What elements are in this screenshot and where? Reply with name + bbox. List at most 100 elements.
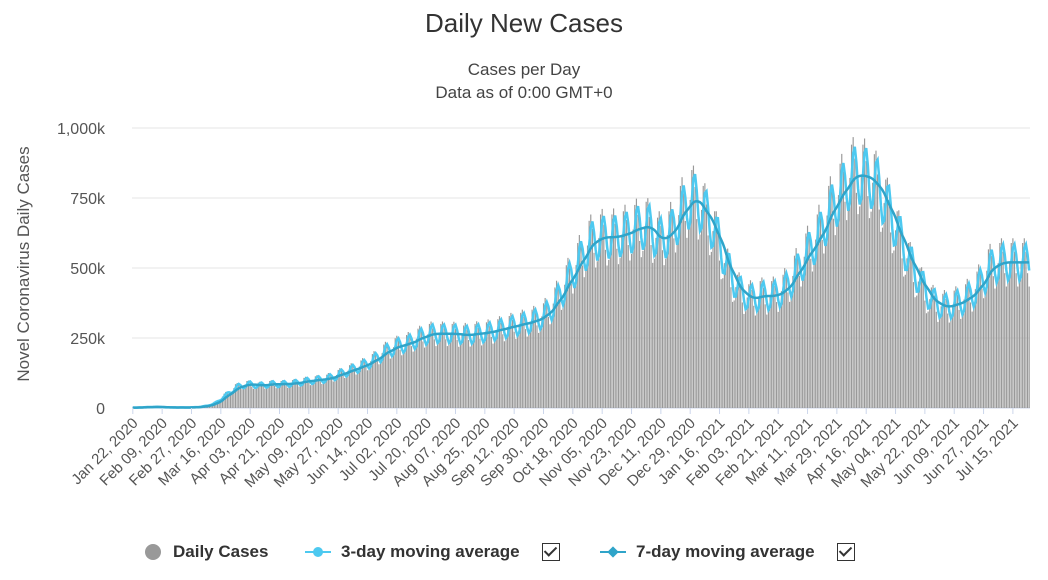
bar xyxy=(243,388,245,408)
legend-label-daily-cases: Daily Cases xyxy=(173,542,269,561)
bar xyxy=(911,258,913,408)
bar xyxy=(410,346,413,408)
bar xyxy=(857,214,859,408)
checkbox-7-day-average[interactable] xyxy=(836,543,855,561)
bar xyxy=(793,255,796,408)
bar xyxy=(899,230,902,408)
checkbox-3-day-average[interactable] xyxy=(541,543,560,561)
bar xyxy=(653,258,655,408)
bar xyxy=(727,248,729,408)
bar xyxy=(798,275,800,408)
bar xyxy=(635,198,637,408)
bar xyxy=(606,265,608,408)
bar xyxy=(335,374,338,408)
bar xyxy=(428,323,431,408)
bar xyxy=(481,345,483,408)
bar xyxy=(538,332,540,408)
bar xyxy=(743,313,745,408)
bar xyxy=(735,287,737,408)
bar xyxy=(296,384,298,408)
bar xyxy=(404,343,406,408)
bar xyxy=(932,284,934,408)
bar xyxy=(696,219,698,408)
bar xyxy=(828,185,830,408)
bar xyxy=(996,283,998,408)
bar xyxy=(407,332,409,408)
bar xyxy=(412,351,414,408)
bar xyxy=(1004,273,1006,408)
bar xyxy=(508,315,510,408)
bar xyxy=(252,388,254,408)
bar xyxy=(494,340,496,408)
bar xyxy=(419,325,421,408)
bar xyxy=(775,302,778,408)
bar xyxy=(274,385,276,408)
bar xyxy=(1015,273,1017,408)
bar xyxy=(764,304,766,408)
bar xyxy=(291,380,294,408)
bar xyxy=(839,163,841,408)
bar xyxy=(824,244,827,408)
y-tick-label: 750k xyxy=(70,191,106,208)
bar xyxy=(477,327,479,408)
bar xyxy=(430,321,432,408)
bar xyxy=(603,224,605,408)
bar xyxy=(974,289,976,408)
bar xyxy=(616,248,618,408)
bar xyxy=(823,253,825,408)
bar xyxy=(689,199,691,408)
bar xyxy=(515,338,517,408)
bar xyxy=(987,249,990,408)
bar xyxy=(670,201,672,408)
bar xyxy=(947,313,949,408)
bar xyxy=(536,325,538,408)
bar xyxy=(722,278,724,408)
bar xyxy=(528,333,530,408)
bar xyxy=(288,386,290,408)
bar xyxy=(956,295,959,408)
bar xyxy=(952,304,954,408)
bar xyxy=(639,240,641,408)
bar xyxy=(513,331,515,408)
bar xyxy=(855,192,858,408)
bar xyxy=(683,193,685,408)
bar xyxy=(715,211,717,408)
bar xyxy=(813,264,815,408)
bar xyxy=(420,331,422,408)
bar xyxy=(676,243,678,408)
bar xyxy=(534,313,536,408)
circle-icon xyxy=(145,544,161,560)
bar xyxy=(363,361,365,408)
bar xyxy=(945,298,947,408)
bar xyxy=(782,274,784,408)
bar xyxy=(539,329,541,408)
bar xyxy=(445,339,447,408)
bar xyxy=(427,334,429,408)
legend-item-daily-cases[interactable]: Daily Cases xyxy=(143,538,268,566)
bar xyxy=(345,376,347,408)
bar xyxy=(267,384,269,408)
bar xyxy=(573,286,576,408)
bar xyxy=(611,214,613,408)
bar xyxy=(938,319,941,408)
bar xyxy=(495,329,497,408)
bar xyxy=(554,287,556,408)
bar xyxy=(590,214,592,408)
bar xyxy=(699,234,701,408)
bar xyxy=(963,299,965,408)
bar xyxy=(745,311,747,408)
bar xyxy=(272,382,274,408)
bar xyxy=(251,386,253,408)
bar xyxy=(668,211,670,408)
legend-item-3-day-average[interactable]: 3-day moving average xyxy=(305,538,560,566)
legend-item-7-day-average[interactable]: 7-day moving average xyxy=(600,538,855,566)
bar xyxy=(645,201,647,408)
bar xyxy=(867,196,869,408)
bar xyxy=(557,287,559,408)
bar xyxy=(485,322,488,408)
bar xyxy=(968,287,970,408)
bar xyxy=(714,211,716,408)
bar xyxy=(479,338,481,408)
bar xyxy=(406,335,408,408)
bar xyxy=(746,297,748,408)
